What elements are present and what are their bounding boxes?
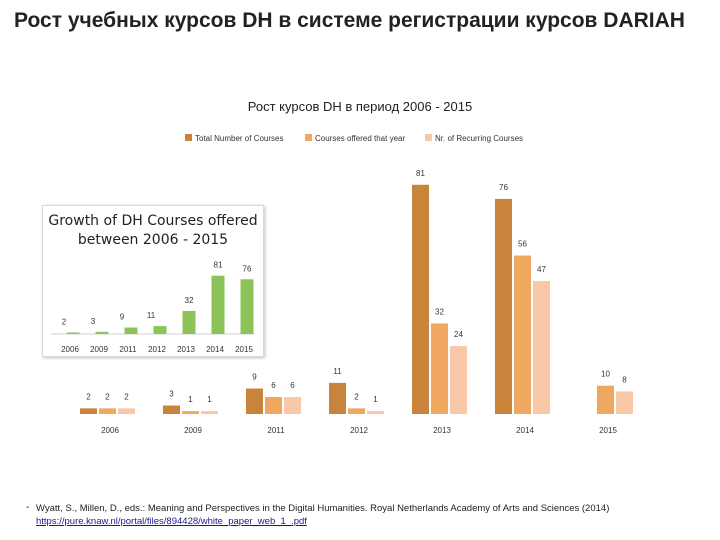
bar-courses-offered-that-year-2012	[348, 408, 365, 414]
inset-bar-chart: 2 2006 3 2009 9 2011 11 2012 32 2013 81 2014 76 2015	[51, 261, 255, 354]
inset-x-tick-2014: 2014	[206, 345, 224, 354]
data-label-nr-of-recurring-courses-2014: 47	[537, 265, 546, 274]
inset-data-label-2013: 32	[185, 296, 194, 305]
data-label-courses-offered-that-year-2014: 56	[518, 240, 527, 249]
x-tick-label-2006: 2006	[101, 426, 119, 435]
bar-courses-offered-that-year-2006	[99, 408, 116, 414]
reference-text: Wyatt, S., Millen, D., eds.: Meaning and…	[36, 503, 610, 514]
legend-label-nr-of-recurring-courses: Nr. of Recurring Courses	[435, 134, 523, 143]
reference-bullet: -	[26, 502, 30, 513]
legend-swatch-total-number-of-courses	[185, 134, 192, 141]
inset-bar-2015	[240, 279, 254, 334]
inset-bar-2013	[182, 310, 196, 334]
inset-chart-title: Growth of DH Courses offered between 200…	[48, 213, 258, 248]
bar-nr-of-recurring-courses-2011	[284, 397, 301, 414]
data-label-courses-offered-that-year-2015: 10	[601, 370, 610, 379]
data-label-total-number-of-courses-2011: 9	[252, 373, 257, 382]
bar-nr-of-recurring-courses-2014	[533, 280, 550, 414]
data-label-courses-offered-that-year-2009: 1	[188, 395, 193, 404]
data-label-courses-offered-that-year-2006: 2	[105, 392, 110, 401]
x-tick-label-2012: 2012	[350, 426, 368, 435]
bar-courses-offered-that-year-2009	[182, 411, 199, 414]
data-label-nr-of-recurring-courses-2009: 1	[207, 395, 212, 404]
data-label-total-number-of-courses-2013: 81	[416, 169, 425, 178]
data-label-total-number-of-courses-2014: 76	[499, 183, 508, 192]
legend-swatch-courses-offered-that-year	[305, 134, 312, 141]
bar-courses-offered-that-year-2015	[597, 385, 614, 414]
data-label-nr-of-recurring-courses-2006: 2	[124, 392, 129, 401]
bar-nr-of-recurring-courses-2009	[201, 411, 218, 414]
x-tick-label-2009: 2009	[184, 426, 202, 435]
data-label-courses-offered-that-year-2011: 6	[271, 381, 276, 390]
data-label-nr-of-recurring-courses-2013: 24	[454, 330, 463, 339]
inset-bar-2012	[153, 326, 167, 334]
inset-bar-2011	[124, 327, 138, 334]
bar-total-number-of-courses-2014	[495, 198, 512, 414]
inset-bar-2014	[211, 275, 225, 334]
slide-title: Рост учебных курсов DH в системе регистр…	[14, 9, 685, 32]
inset-data-label-2012: 11	[147, 311, 156, 320]
data-label-total-number-of-courses-2012: 11	[333, 367, 342, 376]
x-tick-label-2015: 2015	[599, 426, 617, 435]
inset-x-tick-2011: 2011	[119, 345, 137, 354]
main-chart-title: Рост курсов DH в период 2006 - 2015	[248, 99, 472, 114]
inset-chart-panel: Growth of DH Courses offered between 200…	[42, 205, 264, 357]
bar-courses-offered-that-year-2014	[514, 255, 531, 414]
bar-total-number-of-courses-2009	[163, 405, 180, 414]
bar-nr-of-recurring-courses-2013	[450, 346, 467, 414]
data-label-total-number-of-courses-2009: 3	[169, 390, 174, 399]
legend-swatch-nr-of-recurring-courses	[425, 134, 432, 141]
inset-bar-2009	[95, 331, 109, 334]
bar-total-number-of-courses-2013	[412, 184, 429, 414]
bar-total-number-of-courses-2006	[80, 408, 97, 414]
inset-x-tick-2013: 2013	[177, 345, 195, 354]
inset-data-label-2009: 3	[91, 317, 96, 326]
x-tick-label-2013: 2013	[433, 426, 451, 435]
x-tick-label-2014: 2014	[516, 426, 534, 435]
reference-citation: Wyatt, S., Millen, D., eds.: Meaning and…	[36, 502, 708, 528]
inset-data-label-2006: 2	[62, 318, 67, 327]
bar-total-number-of-courses-2012	[329, 382, 346, 414]
inset-x-tick-2009: 2009	[90, 345, 108, 354]
x-tick-label-2011: 2011	[267, 426, 285, 435]
bar-total-number-of-courses-2011	[246, 388, 263, 414]
main-bar-chart: Рост курсов DH в период 2006 - 2015 Total…	[80, 99, 633, 435]
bar-nr-of-recurring-courses-2012	[367, 411, 384, 414]
data-label-courses-offered-that-year-2012: 2	[354, 392, 359, 401]
inset-x-tick-2006: 2006	[61, 345, 79, 354]
bar-courses-offered-that-year-2011	[265, 397, 282, 414]
bar-nr-of-recurring-courses-2015	[616, 391, 633, 414]
bar-nr-of-recurring-courses-2006	[118, 408, 135, 414]
data-label-courses-offered-that-year-2013: 32	[435, 307, 444, 316]
inset-x-tick-2015: 2015	[235, 345, 253, 354]
reference-link[interactable]: https://pure.knaw.nl/portal/files/894428…	[36, 516, 307, 527]
data-label-total-number-of-courses-2006: 2	[86, 392, 91, 401]
inset-data-label-2014: 81	[214, 261, 223, 270]
data-label-nr-of-recurring-courses-2015: 8	[622, 375, 627, 384]
legend-label-total-number-of-courses: Total Number of Courses	[195, 134, 283, 143]
legend-label-courses-offered-that-year: Courses offered that year	[315, 134, 405, 143]
inset-bar-2006	[66, 332, 80, 334]
data-label-nr-of-recurring-courses-2012: 1	[373, 395, 378, 404]
bar-courses-offered-that-year-2013	[431, 323, 448, 414]
inset-data-label-2015: 76	[243, 264, 252, 273]
inset-data-label-2011: 9	[120, 313, 125, 322]
inset-x-tick-2012: 2012	[148, 345, 166, 354]
data-label-nr-of-recurring-courses-2011: 6	[290, 381, 295, 390]
